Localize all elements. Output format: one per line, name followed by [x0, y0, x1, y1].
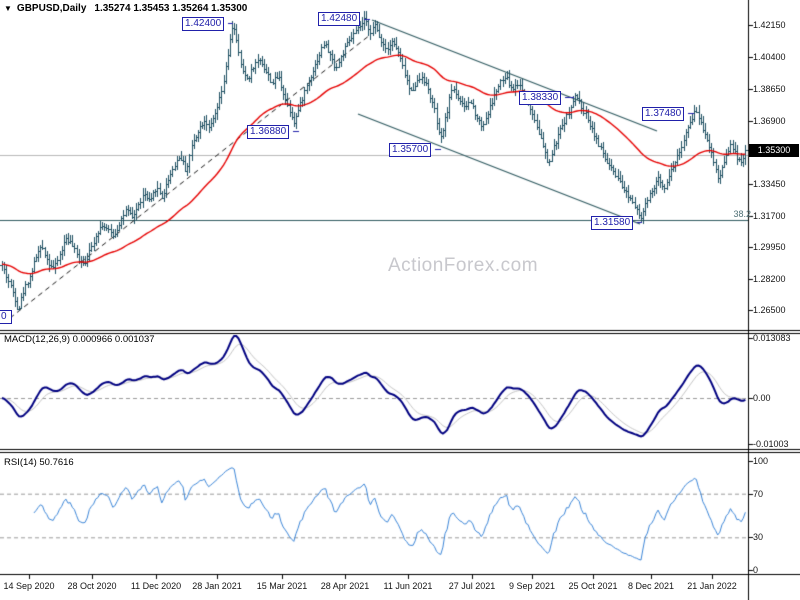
macd-indicator-label: MACD(12,26,9) 0.000966 0.001037 — [4, 334, 155, 345]
price-annotation-box: 1.36880 — [247, 125, 290, 139]
macd-axis-label: 0.00 — [753, 393, 771, 403]
ohlc-values: 1.35274 1.35453 1.35264 1.35300 — [94, 3, 248, 14]
y-axis-label: 1.40400 — [753, 52, 786, 63]
macd-axis-label: 0.013083 — [753, 333, 791, 343]
date-label: 28 Oct 2020 — [67, 581, 117, 591]
y-axis-label: 1.42150 — [753, 20, 786, 31]
macd-axis-label: -0.01003 — [753, 439, 789, 449]
fib-level-label: 38.2 — [733, 209, 751, 219]
watermark: ActionForex.com — [388, 255, 539, 276]
y-axis-label: 1.26500 — [753, 305, 786, 316]
y-axis-label: 1.36900 — [753, 115, 786, 126]
date-label: 25 Oct 2021 — [568, 581, 618, 591]
price-annotation-box: 1.42480 — [318, 12, 361, 26]
date-label: 11 Dec 2020 — [130, 581, 182, 591]
rsi-indicator-label: RSI(14) 50.7616 — [4, 457, 74, 468]
date-label: 28 Apr 2021 — [320, 581, 370, 591]
chart-title-bar: ▼ GBPUSD,Daily 1.35274 1.35453 1.35264 1.3… — [4, 3, 247, 14]
y-axis-label: 1.33450 — [753, 178, 786, 189]
symbol-name: GBPUSD,Daily — [16, 3, 87, 14]
y-axis-label: 1.31700 — [753, 210, 786, 221]
date-label: 15 Mar 2021 — [256, 581, 308, 591]
date-label: 8 Dec 2021 — [627, 581, 675, 591]
current-price-tag: 1.35300 — [749, 144, 799, 157]
price-annotation-box: 1.31580 — [591, 216, 634, 230]
y-axis-label: 1.28200 — [753, 274, 786, 285]
date-label: 27 Jul 2021 — [448, 581, 496, 591]
symbol-dropdown-icon[interactable]: ▼ — [4, 4, 12, 13]
date-label: 28 Jan 2021 — [192, 581, 242, 591]
rsi-axis-label: 0 — [753, 565, 759, 575]
date-label: 11 Jun 2021 — [383, 581, 433, 591]
rsi-axis-label: 30 — [753, 532, 764, 542]
date-label: 9 Sep 2021 — [508, 581, 556, 591]
price-annotation-box: 1.38330 — [519, 91, 562, 105]
rsi-axis-label: 70 — [753, 489, 764, 499]
price-annotation-box: 1.42400 — [182, 17, 225, 31]
price-annotation-box-partial: 0 — [0, 310, 12, 324]
rsi-axis-label: 100 — [753, 456, 769, 466]
price-annotation-box: 1.37480 — [642, 107, 685, 121]
price-annotation-box: 1.35700 — [389, 143, 432, 157]
y-axis-label: 1.38650 — [753, 83, 786, 94]
y-axis-label: 1.29950 — [753, 242, 786, 253]
date-label: 14 Sep 2020 — [3, 581, 55, 591]
date-label: 21 Jan 2022 — [687, 581, 737, 591]
